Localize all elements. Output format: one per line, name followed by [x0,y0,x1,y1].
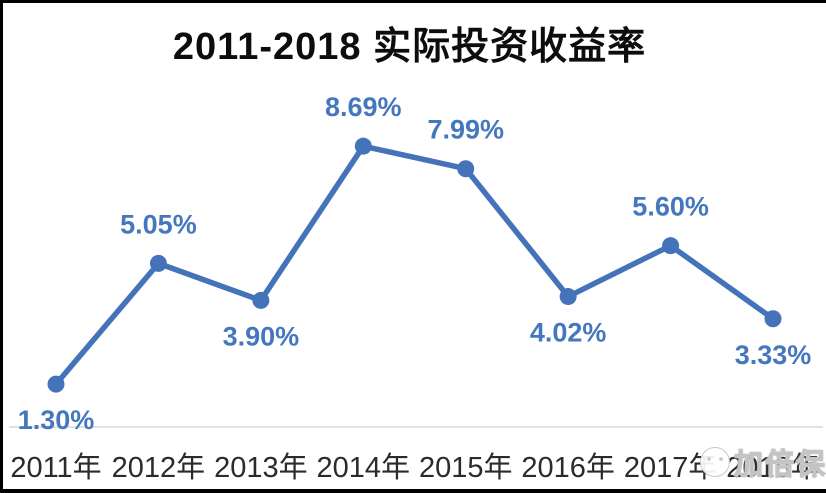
x-axis-label: 2012年 [112,451,206,484]
x-axis-label: 2011年 [10,451,101,484]
chart-title: 2011-2018 实际投资收益率 [172,26,647,68]
data-point-label: 1.30% [18,405,95,435]
data-point-label: 5.60% [632,192,709,222]
x-axis-label: 2013年 [214,451,308,484]
data-point-marker [47,375,65,393]
data-point-label: 5.05% [120,209,197,239]
data-point-label: 7.99% [427,115,504,145]
chart-line [53,143,776,387]
data-point-marker [252,291,270,309]
data-point-label: 4.02% [530,318,607,348]
data-point-marker [662,237,680,255]
data-point-label: 3.33% [735,340,812,370]
data-point-marker [457,160,475,178]
data-point-label: 3.90% [223,321,300,351]
data-point-label: 8.69% [325,92,402,122]
x-axis-label: 2018年 [726,451,820,484]
line-chart: 1.30% 5.05% 3.90% 8.69% 7.99% 4.02% 5.60% 3.33%… [9,92,823,484]
data-point-marker [559,288,577,306]
data-point-marker [354,137,372,155]
x-axis-label: 2017年 [624,451,718,484]
data-point-marker [764,310,782,328]
x-axis-label: 2014年 [317,451,411,484]
x-axis-label: 2015年 [419,451,513,484]
x-axis-label: 2016年 [521,451,615,484]
data-point-marker [149,254,167,272]
